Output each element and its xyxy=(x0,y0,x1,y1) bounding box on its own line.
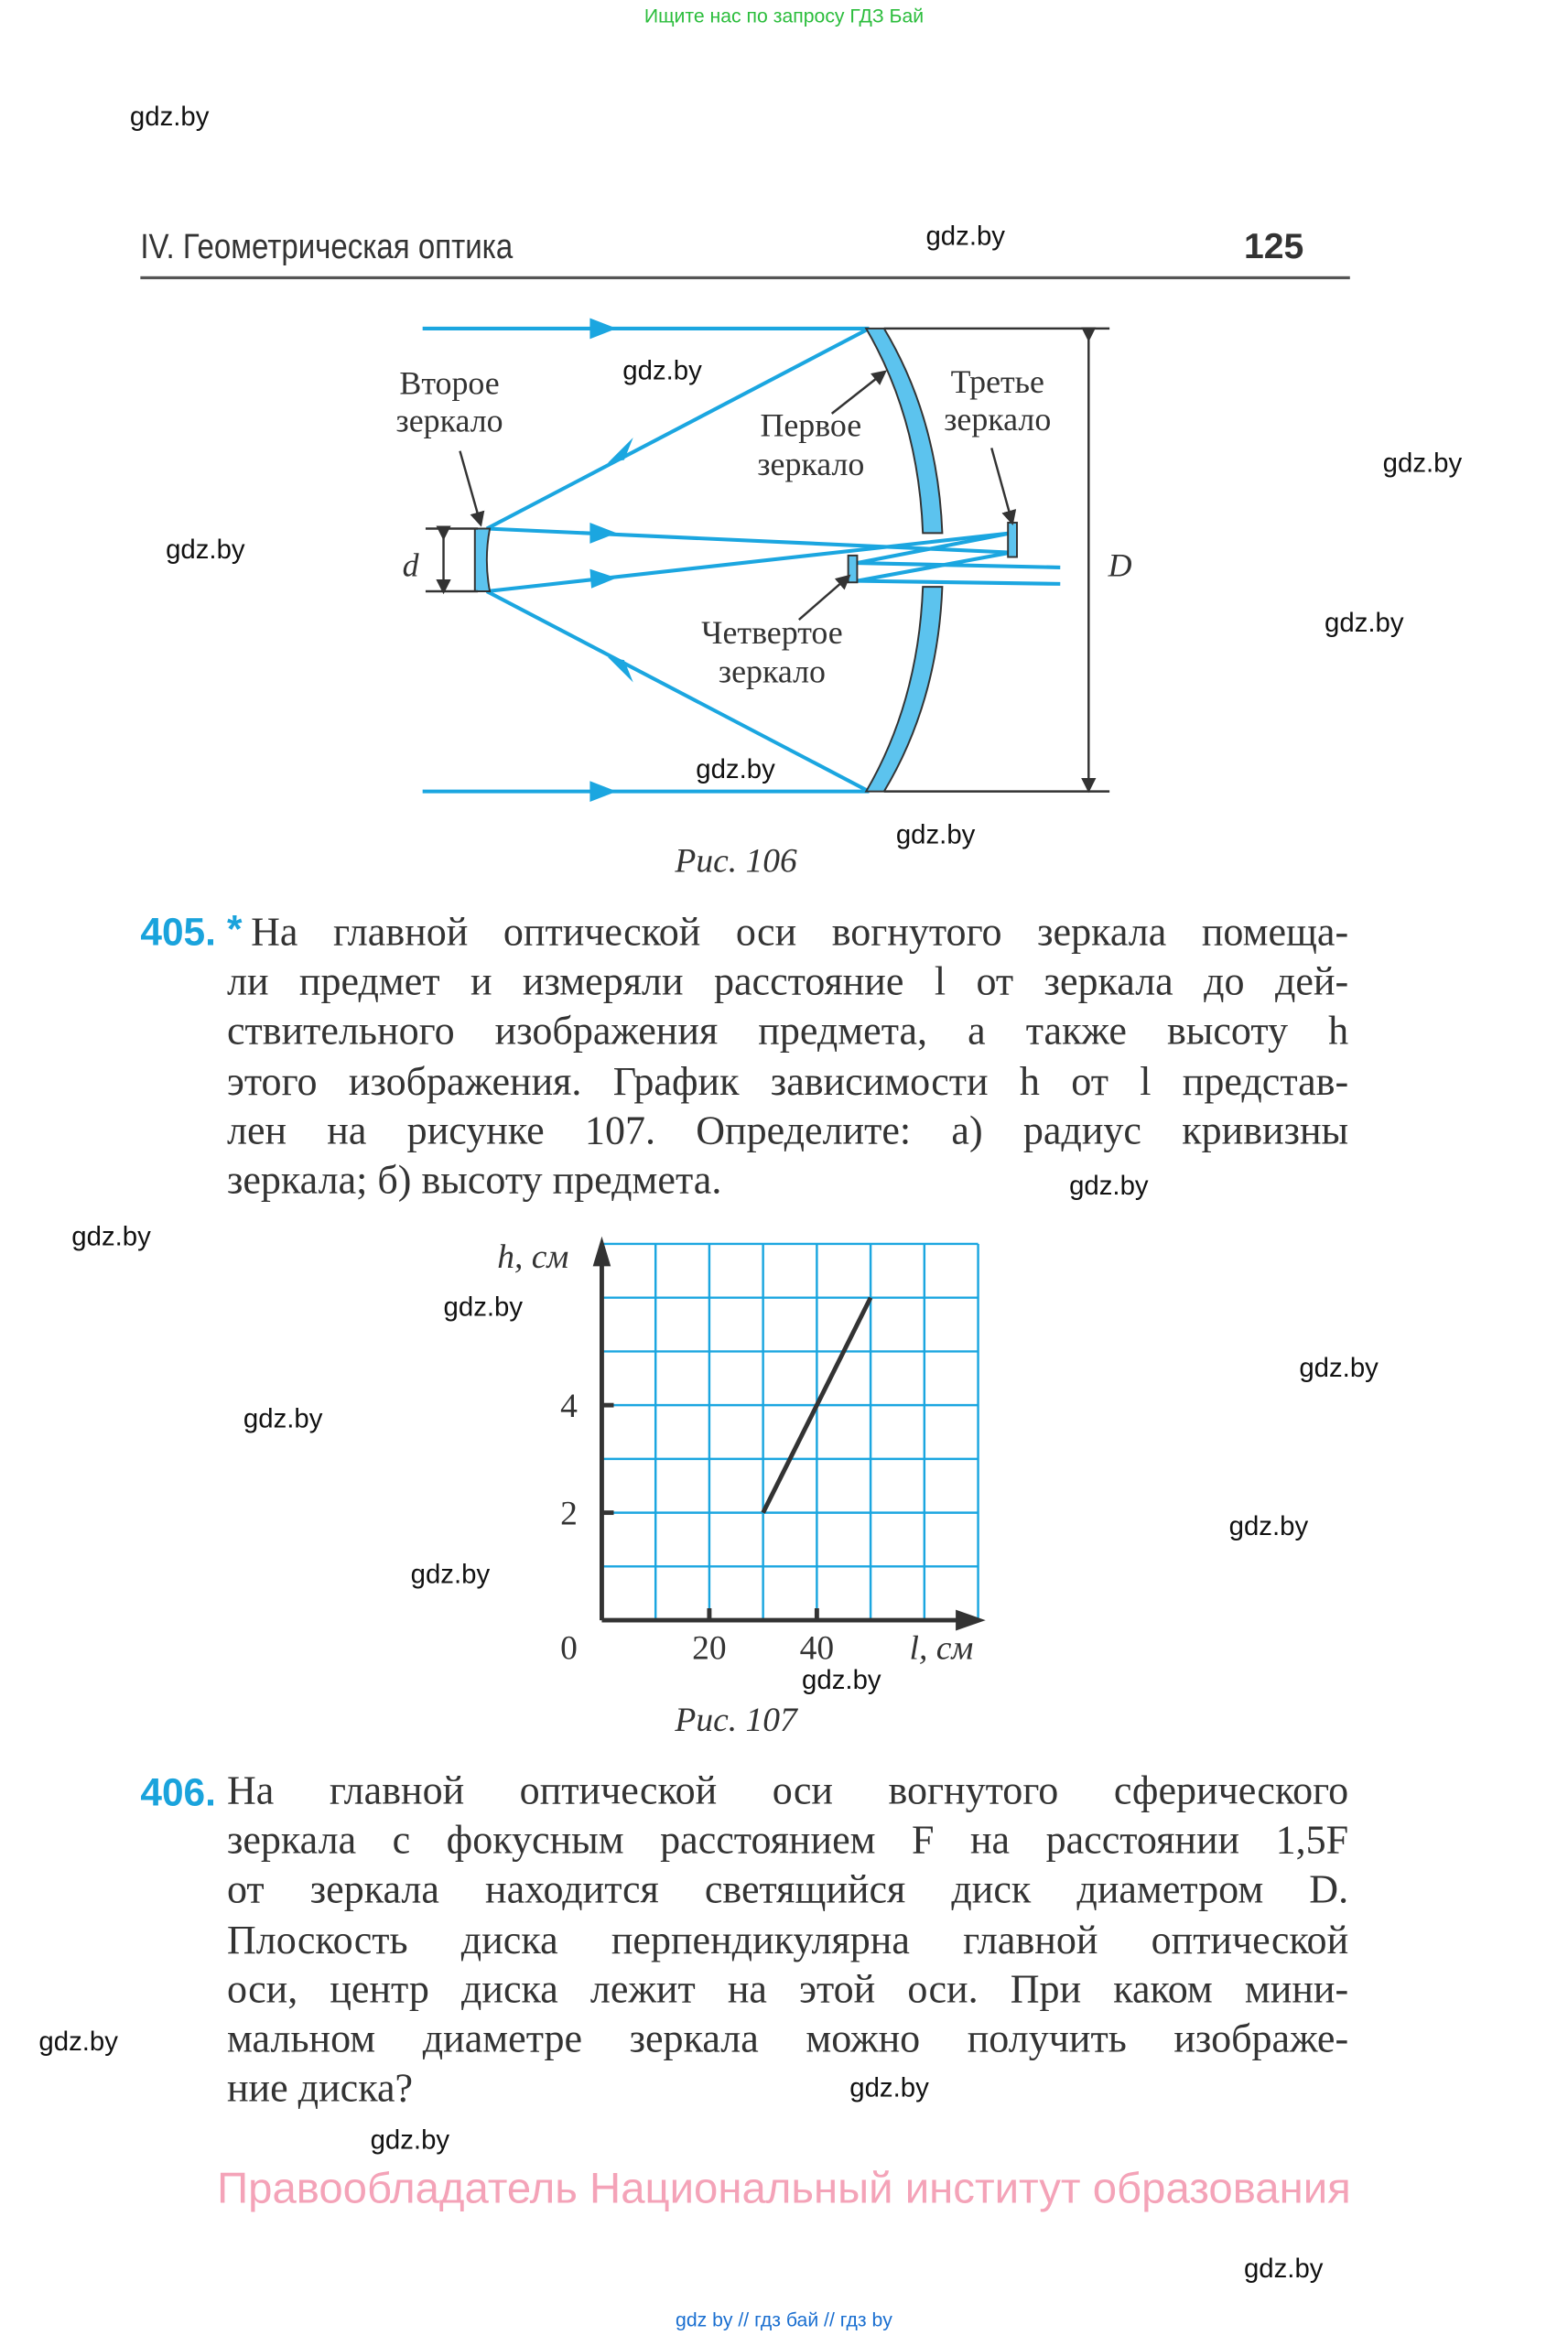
second-mirror xyxy=(473,527,492,593)
reflected-ray-bottom xyxy=(485,589,871,794)
watermark: gdz.by xyxy=(1228,1510,1309,1541)
y-tick-2: 2 xyxy=(560,1496,578,1533)
watermark: gdz.by xyxy=(849,2072,929,2103)
text-line: зеркала с фокусным расстоянием F на расс… xyxy=(226,1817,1349,1863)
label-D: D xyxy=(1108,547,1132,584)
label-third-mirror-2: зеркало xyxy=(944,401,1051,438)
watermark: gdz.by xyxy=(895,819,976,850)
chapter-title: IV. Геометрическая оптика xyxy=(140,226,514,266)
text-line: этого изображения. График зависимости h … xyxy=(226,1057,1349,1103)
watermark: gdz.by xyxy=(410,1559,491,1589)
fourth-mirror xyxy=(847,554,859,584)
text-line: оси, центр диска лежит на этой оси. При … xyxy=(226,1966,1349,2012)
first-mirror xyxy=(864,327,944,793)
watermark: gdz.by xyxy=(443,1292,524,1322)
text-line: лен на рисунке 107. Определите: а) радиу… xyxy=(226,1108,1349,1153)
reflected-ray-top xyxy=(485,327,871,531)
text-line: зеркала; б) высоту предмета. xyxy=(226,1157,722,1203)
label-first-mirror-2: зеркало xyxy=(757,446,864,482)
watermark: gdz.by xyxy=(38,2026,118,2057)
watermark: gdz.by xyxy=(1243,2253,1324,2284)
text-line: от зеркала находится светящийся диск диа… xyxy=(226,1866,1349,1912)
watermark: gdz.by xyxy=(71,1221,151,1252)
label-d: d xyxy=(403,547,420,584)
copyright-footer: Правообладатель Национальный институт об… xyxy=(217,2165,1351,2213)
watermark: gdz.by xyxy=(129,101,210,132)
search-banner[interactable]: Ищите нас по запросу ГДЗ Бай xyxy=(643,4,925,27)
dimension-lines xyxy=(425,327,1110,794)
watermark: gdz.by xyxy=(243,1403,323,1434)
x-tick-40: 40 xyxy=(800,1629,835,1667)
watermark: gdz.by xyxy=(622,355,702,385)
watermark: gdz.by xyxy=(1325,607,1404,638)
watermark: gdz.by xyxy=(1069,1171,1149,1201)
label-fourth-mirror-2: зеркало xyxy=(719,654,826,690)
problem-406-number: 406. xyxy=(140,1769,216,1815)
chart-grid xyxy=(601,1242,979,1621)
label-second-mirror-2: зеркало xyxy=(396,402,503,438)
text-line: ствительного изображения предмета, а так… xyxy=(226,1008,1349,1054)
figure-107-caption: Рис. 107 xyxy=(675,1701,797,1738)
x-tick-0: 0 xyxy=(560,1629,578,1667)
watermark: gdz.by xyxy=(370,2124,450,2156)
x-axis-arrow xyxy=(956,1609,986,1631)
header-rule xyxy=(140,276,1350,280)
label-first-mirror-1: Первое xyxy=(760,406,861,443)
text-line: На главной оптической оси вогнутого зерк… xyxy=(251,909,1349,955)
data-line-series xyxy=(761,1296,873,1514)
watermark: gdz.by xyxy=(1299,1353,1379,1383)
text-line: ли предмет и измеряли расстояние l от зе… xyxy=(226,958,1349,1004)
figure-106-caption: Рис. 106 xyxy=(675,842,797,880)
output-ray-1 xyxy=(857,560,1061,569)
ray-to-third-bottom xyxy=(486,531,1011,594)
text-line: мальном диаметре зеркала можно получить … xyxy=(226,2016,1349,2061)
x-tick-20: 20 xyxy=(692,1629,727,1667)
label-fourth-mirror-1: Четвертое xyxy=(701,614,843,651)
text-line: Плоскость диска перпендикулярна главной … xyxy=(226,1917,1349,1962)
problem-405-star: * xyxy=(226,906,243,952)
y-tick-4: 4 xyxy=(560,1388,578,1425)
light-rays xyxy=(422,326,1061,794)
page-number: 125 xyxy=(1243,226,1304,268)
watermark: gdz.by xyxy=(802,1665,881,1695)
text-line: ние диска? xyxy=(226,2065,414,2111)
output-ray-2 xyxy=(857,578,1061,586)
x-axis-label: l, см xyxy=(910,1629,974,1667)
y-axis-arrow xyxy=(592,1236,611,1267)
ray-arrows xyxy=(589,318,633,803)
y-axis-label: h, см xyxy=(497,1238,568,1276)
label-third-mirror-1: Третье xyxy=(951,363,1044,400)
label-second-mirror-1: Второе xyxy=(399,365,499,402)
text-line: На главной оптической оси вогнутого сфер… xyxy=(226,1768,1349,1813)
watermark: gdz.by xyxy=(696,753,775,784)
watermark: gdz.by xyxy=(166,535,245,565)
watermark: gdz.by xyxy=(1382,448,1463,479)
watermark: gdz.by xyxy=(925,221,1006,252)
problem-405-number: 405. xyxy=(140,909,216,955)
bottom-links[interactable]: gdz by // гдз бай // гдз by xyxy=(676,2308,892,2331)
